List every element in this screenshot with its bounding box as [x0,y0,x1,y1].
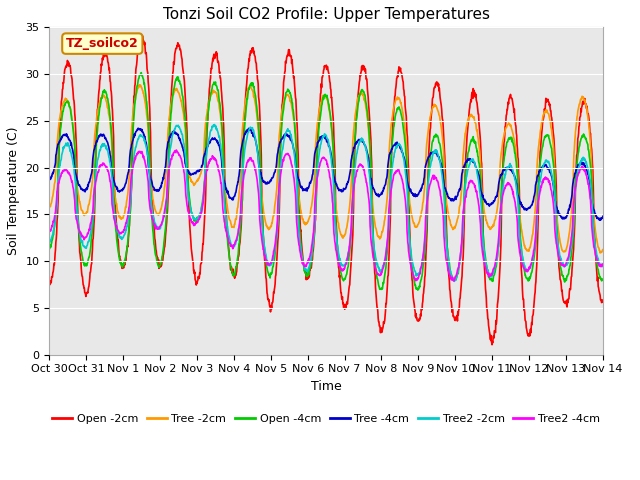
Open -2cm [169,70,177,76]
Open -4cm [138,70,145,75]
Tree -4cm [596,217,604,223]
Tree -4cm [169,129,177,135]
Open -2cm [412,315,420,321]
Open -4cm [231,272,239,277]
Tree -2cm [484,224,492,230]
Tree2 -4cm [450,278,458,284]
Tree -4cm [156,187,163,192]
Open -2cm [45,281,53,287]
Tree2 -4cm [485,274,493,279]
Open -4cm [412,286,420,292]
Tree2 -2cm [485,271,493,277]
Tree2 -4cm [45,229,53,235]
Tree -2cm [596,250,604,256]
Tree -2cm [45,204,53,210]
Tree -2cm [169,92,177,98]
Tree -4cm [599,214,607,219]
Tree2 -2cm [231,241,239,247]
Tree2 -4cm [412,276,420,282]
Open -2cm [488,342,496,348]
Y-axis label: Soil Temperature (C): Soil Temperature (C) [7,127,20,255]
Open -2cm [534,232,541,238]
Tree2 -2cm [534,199,541,205]
Line: Tree -4cm: Tree -4cm [49,128,603,220]
Tree -2cm [156,211,163,217]
Title: Tonzi Soil CO2 Profile: Upper Temperatures: Tonzi Soil CO2 Profile: Upper Temperatur… [163,7,490,22]
Line: Open -2cm: Open -2cm [49,35,603,345]
Tree -2cm [412,224,420,229]
Tree2 -2cm [211,122,218,128]
Tree2 -4cm [599,262,607,267]
Tree2 -2cm [412,273,420,279]
Tree -4cm [534,173,541,179]
Tree -4cm [484,201,492,206]
Open -2cm [599,299,607,305]
Tree -2cm [534,156,541,162]
Line: Open -4cm: Open -4cm [49,72,603,290]
X-axis label: Time: Time [310,380,342,393]
Line: Tree2 -4cm: Tree2 -4cm [49,150,603,281]
Legend: Open -2cm, Tree -2cm, Open -4cm, Tree -4cm, Tree2 -2cm, Tree2 -4cm: Open -2cm, Tree -2cm, Open -4cm, Tree -4… [48,409,604,428]
Tree2 -2cm [451,278,458,284]
Tree2 -2cm [45,239,53,245]
Text: TZ_soilco2: TZ_soilco2 [66,37,139,50]
Tree -4cm [45,177,53,183]
Open -2cm [231,276,239,281]
Line: Tree -2cm: Tree -2cm [49,85,603,253]
Tree -4cm [231,193,239,199]
Open -4cm [414,287,422,293]
Line: Tree2 -2cm: Tree2 -2cm [49,125,603,281]
Open -4cm [45,246,53,252]
Open -2cm [484,323,492,328]
Tree -4cm [135,125,143,131]
Open -4cm [156,264,163,269]
Tree -4cm [412,193,420,199]
Tree2 -2cm [155,226,163,232]
Tree2 -2cm [599,264,607,269]
Open -2cm [138,32,145,38]
Open -4cm [599,277,607,283]
Open -4cm [534,192,541,198]
Tree2 -2cm [168,132,176,138]
Open -4cm [169,93,177,98]
Tree2 -4cm [155,226,163,231]
Tree -2cm [599,247,607,252]
Tree2 -4cm [534,202,541,207]
Tree2 -4cm [172,147,180,153]
Tree -2cm [136,82,143,88]
Open -4cm [485,273,493,278]
Tree2 -4cm [168,152,176,157]
Open -2cm [156,263,163,268]
Tree -2cm [231,222,239,228]
Tree2 -4cm [231,241,239,247]
